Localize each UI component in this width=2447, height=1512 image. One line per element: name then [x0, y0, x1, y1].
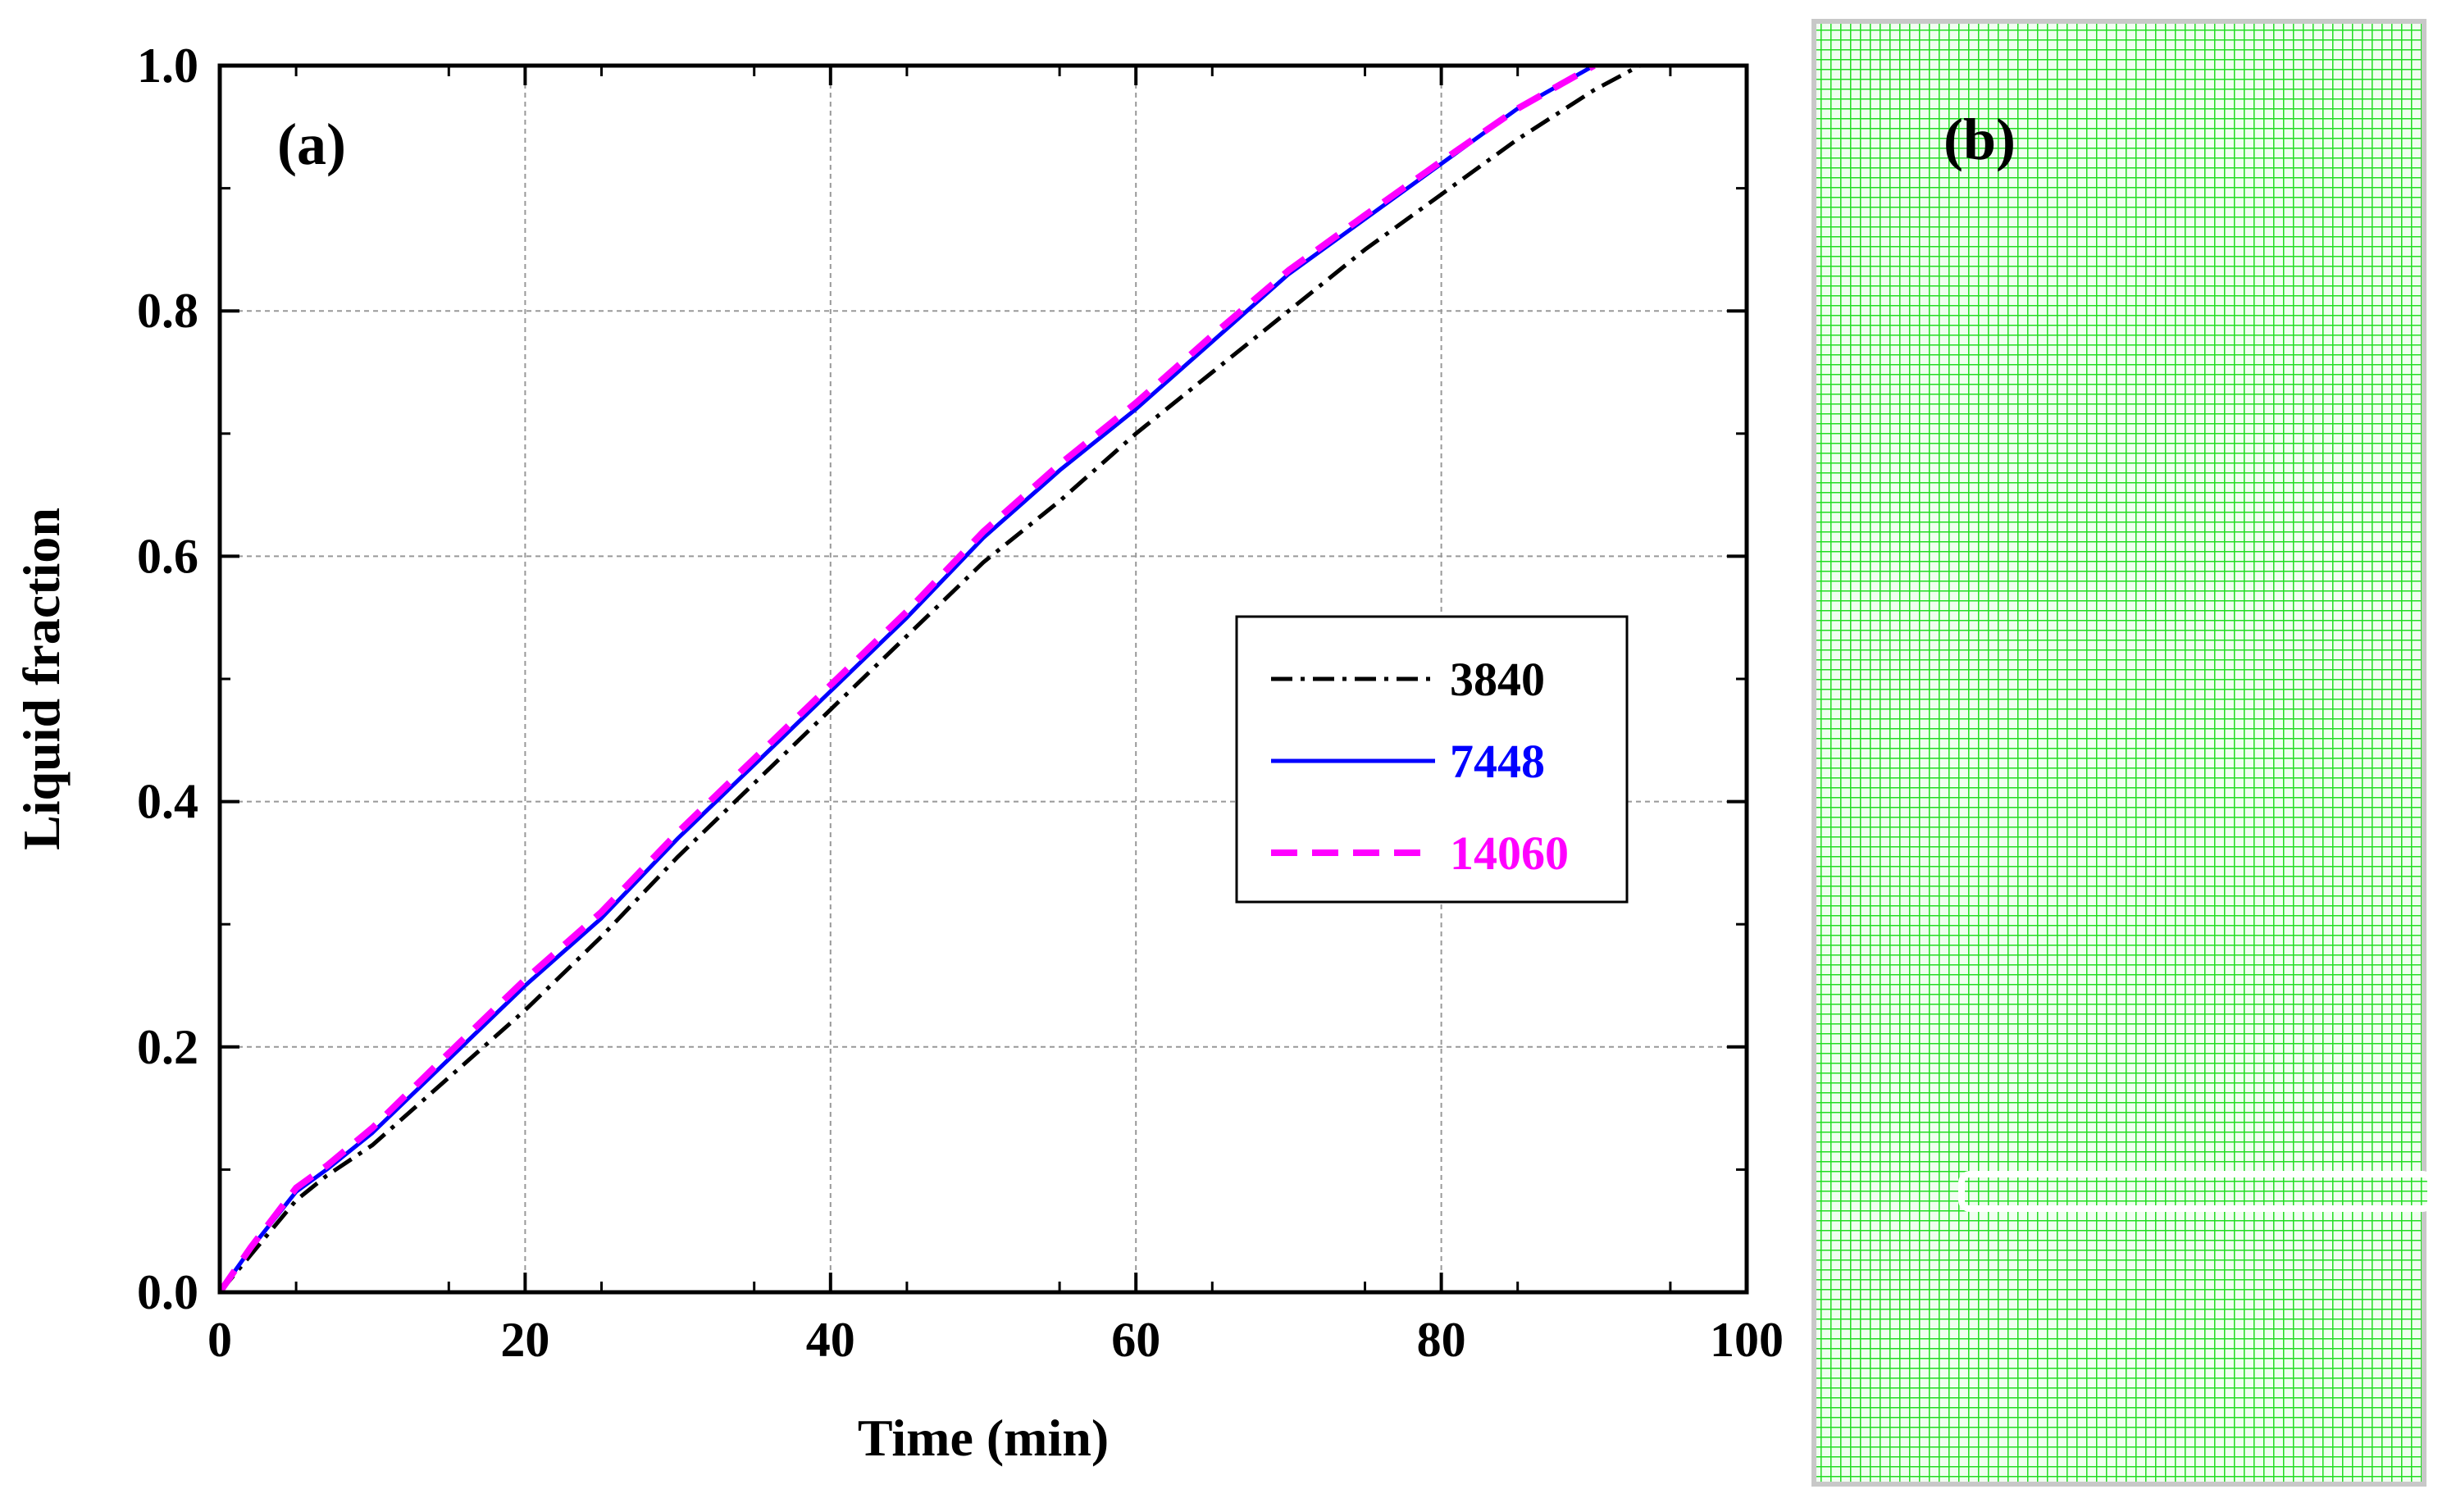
panel-b-mesh: (b) — [1811, 19, 2434, 1487]
legend-label-7448: 7448 — [1450, 735, 1545, 788]
y-tick-label: 1.0 — [137, 39, 198, 93]
y-tick-label: 0.2 — [137, 1020, 198, 1074]
panel-a-chart: 0 20 40 60 80 100 0.0 0.2 0.4 0.6 0.8 1.0 (a) Time … — [12, 39, 1784, 1467]
series-line-14060 — [220, 66, 1596, 1292]
panel-a-label: (a) — [277, 112, 346, 177]
panel-b-label: (b) — [1943, 107, 2016, 172]
mesh-fin-outline — [1958, 1171, 2434, 1212]
y-axis-title: Liquid fraction — [12, 508, 71, 850]
y-tick-label: 0.8 — [137, 284, 198, 338]
x-tick-label: 60 — [1111, 1313, 1160, 1367]
y-tick-label: 0.0 — [137, 1265, 198, 1319]
x-tick-label: 40 — [806, 1313, 855, 1367]
y-tick-label: 0.6 — [137, 529, 198, 583]
chart-tick-labels: 0 20 40 60 80 100 0.0 0.2 0.4 0.6 0.8 1.0 — [137, 39, 1784, 1367]
legend-label-3840: 3840 — [1450, 653, 1545, 706]
x-axis-title: Time (min) — [858, 1409, 1109, 1467]
x-tick-label: 100 — [1710, 1313, 1784, 1367]
chart-legend: 3840 7448 14060 — [1235, 615, 1629, 904]
legend-label-14060: 14060 — [1450, 827, 1569, 880]
chart-ticks — [218, 64, 1748, 1294]
x-tick-label: 80 — [1417, 1313, 1466, 1367]
mesh-image — [1811, 19, 2426, 1487]
y-tick-label: 0.4 — [137, 775, 198, 829]
series-line-3840 — [220, 66, 1641, 1292]
x-tick-label: 20 — [500, 1313, 549, 1367]
chart-series — [220, 66, 1641, 1292]
x-tick-label: 0 — [207, 1313, 232, 1367]
